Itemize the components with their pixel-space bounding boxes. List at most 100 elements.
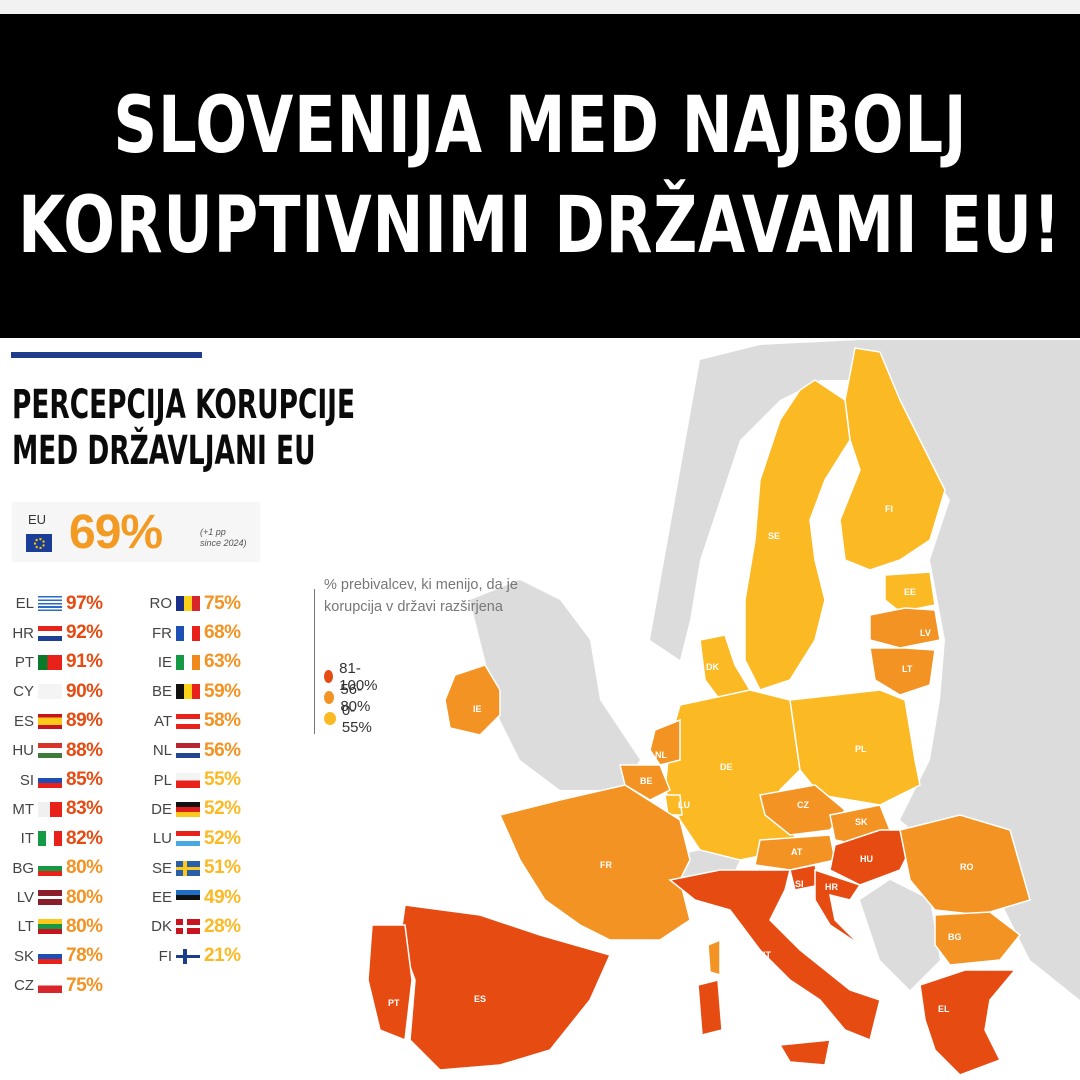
country-code: LT xyxy=(17,918,34,936)
svg-text:CZ: CZ xyxy=(797,800,809,810)
country-value: 59% xyxy=(204,680,241,702)
country-code: LU xyxy=(152,830,172,848)
country-value: 75% xyxy=(204,592,241,614)
country-value: 83% xyxy=(66,798,103,820)
country-code: DE xyxy=(151,800,172,818)
flag-fr-icon xyxy=(176,625,200,641)
svg-text:PT: PT xyxy=(388,998,400,1008)
country-code: CY xyxy=(13,683,34,701)
flag-es-icon xyxy=(38,713,62,729)
country-row-hr: HR 92% xyxy=(0,618,103,647)
svg-text:LU: LU xyxy=(678,800,690,810)
country-row-ie: IE 63% xyxy=(138,648,241,677)
svg-text:BG: BG xyxy=(948,932,962,942)
country-row-lv: LV 80% xyxy=(0,883,103,912)
country-value: 56% xyxy=(204,739,241,761)
map-PT xyxy=(367,924,413,1042)
chart-title-line-2: MED DRŽAVLJANI EU xyxy=(12,428,316,474)
country-code: IE xyxy=(157,653,172,671)
country-code: HR xyxy=(12,624,34,642)
eu-change-note: (+1 pp since 2024) xyxy=(200,527,247,548)
map-PL xyxy=(789,689,921,806)
flag-de-icon xyxy=(176,801,200,817)
svg-text:AT: AT xyxy=(791,847,803,857)
country-code: FR xyxy=(152,624,172,642)
flag-hr-icon xyxy=(38,625,62,641)
country-row-hu: HU 88% xyxy=(0,736,103,765)
country-row-es: ES 89% xyxy=(0,707,103,736)
svg-text:SE: SE xyxy=(768,531,780,541)
eu-code: EU xyxy=(28,512,47,527)
country-value: 52% xyxy=(204,827,241,849)
country-value: 90% xyxy=(66,680,103,702)
map-FR-corsica xyxy=(707,938,721,977)
svg-text:IE: IE xyxy=(473,704,482,714)
country-value: 52% xyxy=(204,798,241,820)
country-row-el: EL 97% xyxy=(0,589,103,618)
country-row-si: SI 85% xyxy=(0,765,103,794)
map-LT xyxy=(869,647,936,696)
svg-text:FR: FR xyxy=(600,860,612,870)
country-code: PL xyxy=(153,771,172,789)
map-IT-sardinia xyxy=(697,979,723,1036)
accent-bar xyxy=(11,352,202,358)
map-SE xyxy=(744,379,851,691)
map-EL xyxy=(919,969,1017,1076)
country-value: 21% xyxy=(204,945,241,967)
country-row-ee: EE 49% xyxy=(138,883,241,912)
country-code: ES xyxy=(13,712,34,730)
country-code: EL xyxy=(15,595,34,613)
country-row-pl: PL 55% xyxy=(138,765,241,794)
country-code: BG xyxy=(12,859,34,877)
chart-title: PERCEPCIJA KORUPCIJE MED DRŽAVLJANI EU xyxy=(12,382,532,474)
country-value: 28% xyxy=(204,915,241,937)
country-code: BE xyxy=(151,683,172,701)
eu-flag-icon xyxy=(26,534,52,552)
legend-label: 0-55% xyxy=(341,701,372,736)
country-value: 91% xyxy=(66,651,103,673)
country-code: AT xyxy=(153,712,172,730)
country-code: HU xyxy=(12,742,34,760)
flag-mt-icon xyxy=(38,801,62,817)
country-value: 78% xyxy=(66,945,103,967)
country-row-it: IT 82% xyxy=(0,824,103,853)
svg-text:NL: NL xyxy=(655,750,667,760)
flag-it-icon xyxy=(38,831,62,847)
map-LV xyxy=(869,607,941,649)
country-row-lt: LT 80% xyxy=(0,912,103,941)
svg-text:EL: EL xyxy=(938,1004,950,1014)
country-code: SI xyxy=(19,771,34,789)
country-row-sk: SK 78% xyxy=(0,942,103,971)
country-row-mt: MT 83% xyxy=(0,795,103,824)
country-row-nl: NL 56% xyxy=(138,736,241,765)
flag-ie-icon xyxy=(176,654,200,670)
chart-title-line-1: PERCEPCIJA KORUPCIJE xyxy=(12,382,355,428)
flag-el-icon xyxy=(38,596,62,612)
svg-text:LV: LV xyxy=(920,628,931,638)
country-code: IT xyxy=(20,830,34,848)
flag-at-icon xyxy=(176,713,200,729)
map-HR xyxy=(814,868,862,946)
country-row-ro: RO 75% xyxy=(138,589,242,618)
legend-item: 56-80% xyxy=(324,681,381,715)
country-value: 80% xyxy=(66,886,103,908)
svg-text:PL: PL xyxy=(855,744,867,754)
legend-title: % prebivalcev, ki menijo, da je korupcij… xyxy=(324,577,518,615)
headline-line-1: SLOVENIJA MED NAJBOLJ xyxy=(113,81,967,171)
flag-dk-icon xyxy=(176,919,200,935)
headline-banner: SLOVENIJA MED NAJBOLJ KORUPTIVNIMI DRŽAV… xyxy=(0,14,1080,338)
map-HU xyxy=(829,829,922,886)
svg-text:RO: RO xyxy=(960,862,974,872)
svg-text:SK: SK xyxy=(855,817,868,827)
legend-label: 56-80% xyxy=(340,680,371,715)
country-code: RO xyxy=(149,595,173,613)
headline-line-2: KORUPTIVNIMI DRŽAVAMI EU! xyxy=(18,181,1062,271)
eu-average-box: EU 69% (+1 pp since 2024) xyxy=(12,502,260,562)
legend-items: 81-100% 56-80% 0-55% xyxy=(324,660,381,736)
country-row-de: DE 52% xyxy=(138,795,241,824)
country-row-pt: PT 91% xyxy=(0,648,103,677)
legend-dot-icon xyxy=(324,712,336,725)
country-value: 55% xyxy=(204,769,241,791)
country-value: 51% xyxy=(204,857,241,879)
legend-dot-icon xyxy=(324,670,334,683)
